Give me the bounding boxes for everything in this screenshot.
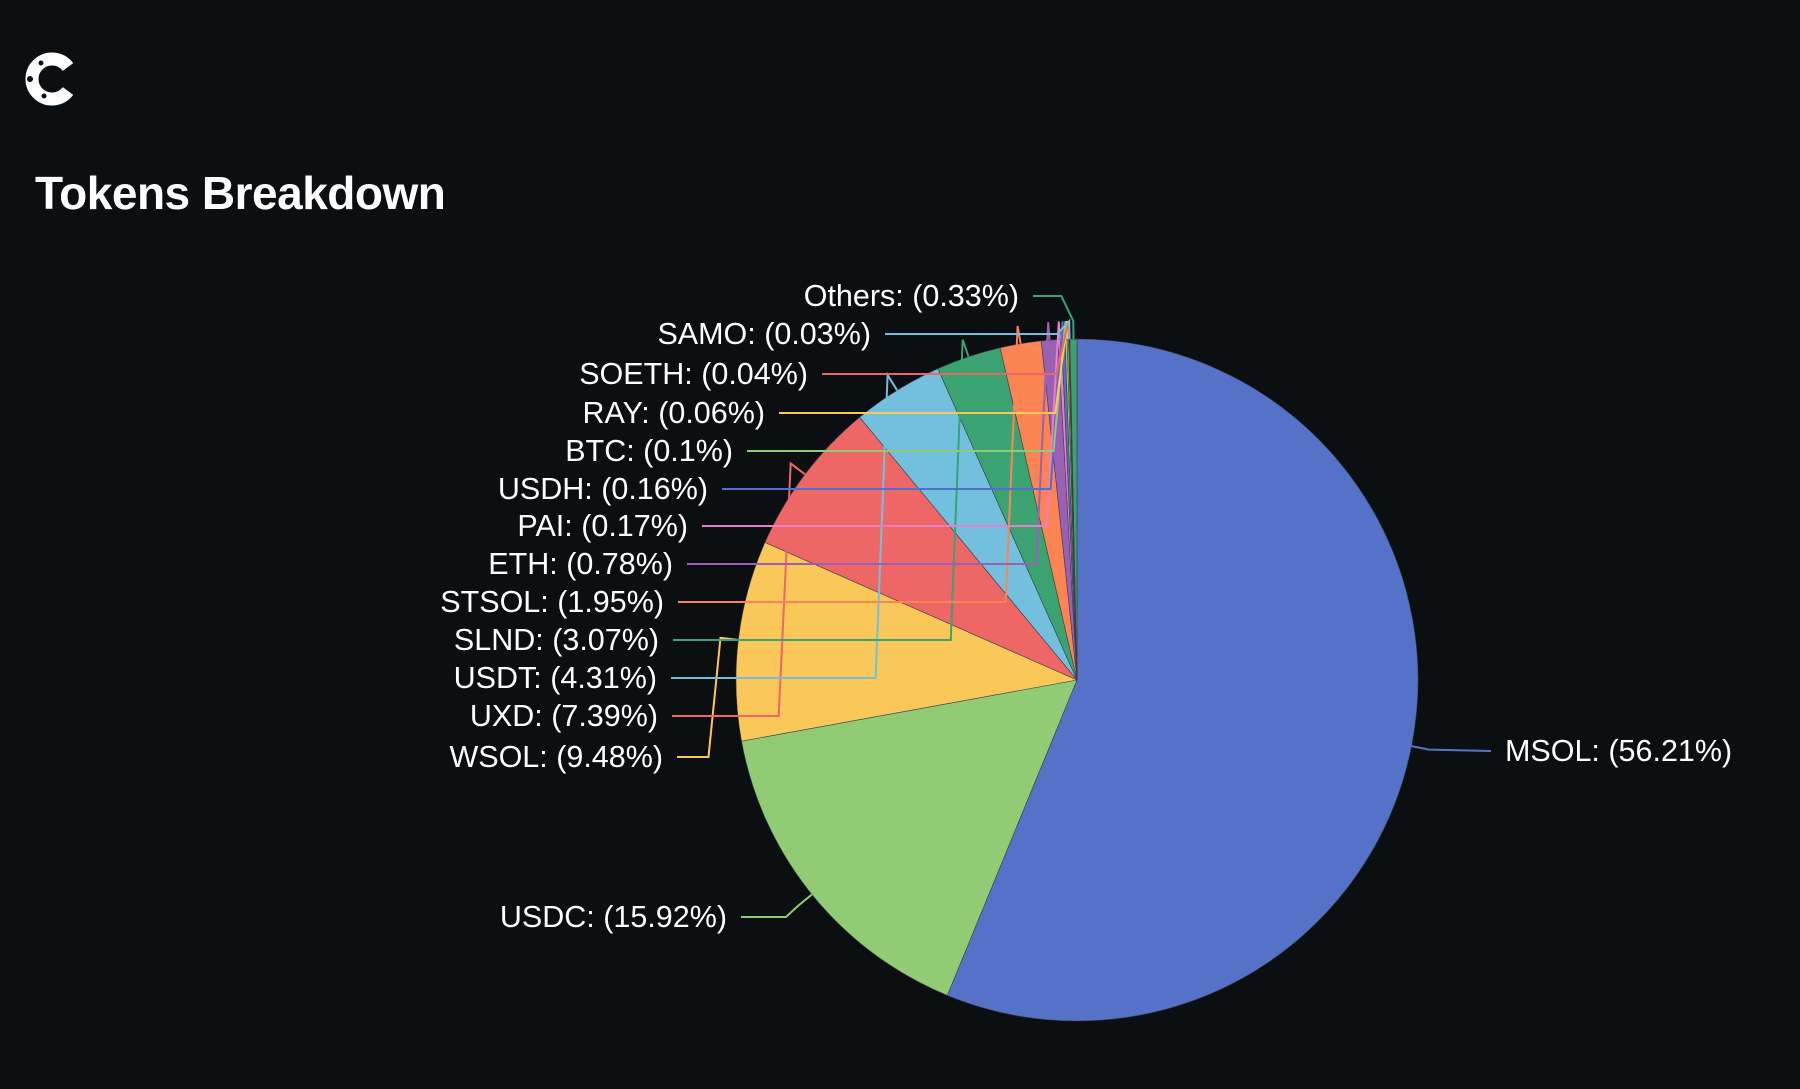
pie-slice-usdc[interactable] (741, 679, 1078, 996)
leader-line-wsol (677, 636, 739, 758)
slice-label-pai: PAI: (0.17%) (517, 509, 688, 543)
leader-line-eth (687, 322, 1051, 565)
pie-slice-msol[interactable] (946, 338, 1419, 1022)
slice-label-samo: SAMO: (0.03%) (657, 317, 871, 351)
pie-slice-uxd[interactable] (764, 416, 1078, 681)
slice-labels: MSOL: (56.21%) USDC: (15.92%) WSOL: (9.48%… (440, 279, 1732, 934)
slice-label-eth: ETH: (0.78%) (488, 547, 673, 581)
coinstats-logo-icon (25, 52, 74, 106)
slice-label-wsol: WSOL: (9.48%) (449, 740, 663, 774)
leader-line-others (1033, 295, 1075, 340)
slice-label-usdc: USDC: (15.92%) (500, 900, 727, 934)
pie-slices (735, 338, 1419, 1022)
label-leader-lines (671, 295, 1492, 918)
leader-line-msol (1411, 745, 1492, 752)
slice-label-msol: MSOL: (56.21%) (1505, 734, 1732, 768)
slice-label-soeth: SOETH: (0.04%) (579, 357, 808, 391)
slice-label-uxd: UXD: (7.39%) (470, 699, 658, 733)
slice-label-usdt: USDT: (4.31%) (454, 661, 657, 695)
slice-label-others: Others: (0.33%) (804, 279, 1019, 313)
leader-line-ray (779, 320, 1069, 414)
slice-label-stsol: STSOL: (1.95%) (440, 585, 664, 619)
chart-title: Tokens Breakdown (35, 167, 446, 219)
slice-label-slnd: SLND: (3.07%) (454, 623, 659, 657)
leader-line-uxd (672, 461, 806, 717)
slice-label-usdh: USDH: (0.16%) (498, 472, 708, 506)
slice-label-ray: RAY: (0.06%) (582, 396, 765, 430)
leader-line-samo (885, 318, 1071, 340)
slice-label-btc: BTC: (0.1%) (565, 434, 733, 468)
leader-line-usdc (741, 893, 813, 918)
